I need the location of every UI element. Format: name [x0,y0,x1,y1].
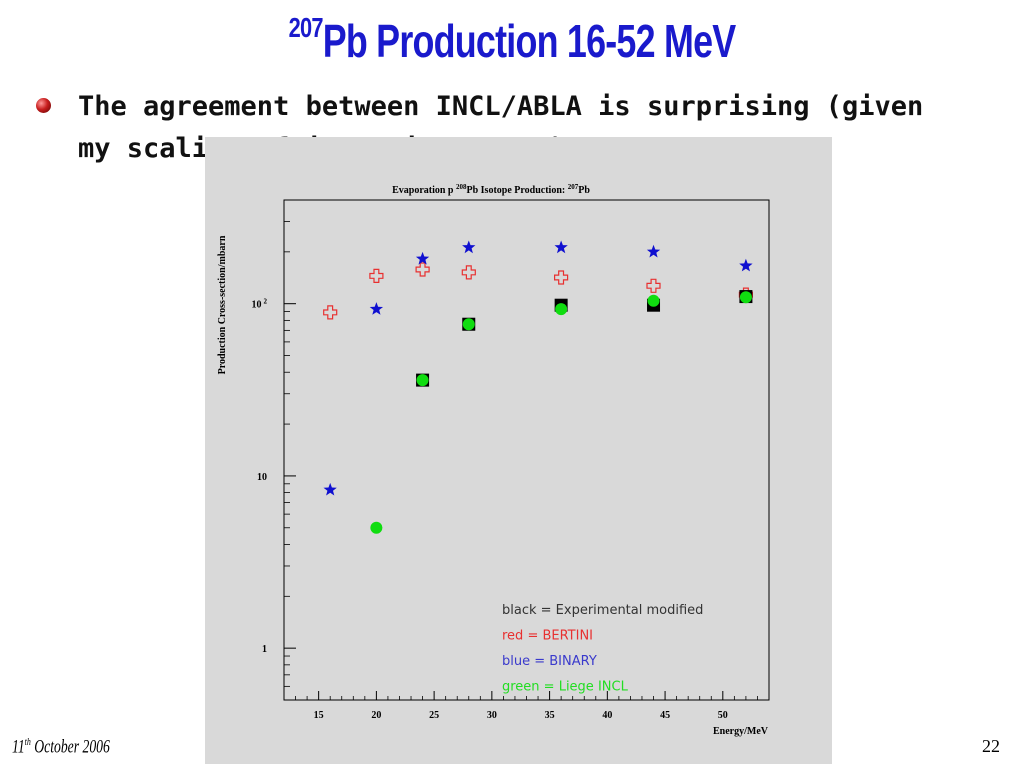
legend-entry: red = BERTINI [502,629,593,644]
data-point-binary [739,258,753,272]
data-point-liege-incl [462,318,475,331]
data-point-liege-incl [370,521,383,534]
data-point-binary [462,240,476,254]
data-point-liege-incl [416,374,429,387]
y-tick-exponent: 2 [264,298,268,306]
data-point-liege-incl [647,294,660,307]
x-tick-label: 20 [371,710,381,721]
data-point-bertini [369,268,384,283]
x-tick-label: 15 [314,710,324,721]
data-point-bertini [323,305,338,320]
bullet-sphere-icon [36,98,51,113]
plot-panel: Evaporation p 208Pb Isotope Production: … [205,137,832,764]
data-point-liege-incl [555,303,568,316]
chart-marks [323,240,754,534]
plot-frame [283,199,770,701]
x-tick-label: 40 [602,710,612,721]
chart-title: Evaporation p 208Pb Isotope Production: … [392,183,590,196]
data-point-binary [646,244,661,258]
footer-date-day: 11 [12,736,25,758]
y-tick-label: 10 [257,472,267,483]
data-point-liege-incl [739,291,752,304]
data-point-bertini [646,278,661,293]
data-point-binary [369,302,383,315]
slide-title: 207Pb Production 16-52 MeV [113,12,912,68]
chart-legend: black = Experimental modified red = BERTI… [502,603,703,695]
footer-date: 11th October 2006 [12,736,110,758]
legend-entry: green = Liege INCL [502,680,629,695]
y-tick-label: 10 2 [252,298,268,311]
axis-ticks: 15 20 25 30 35 40 45 50 1 10 10 2 [252,199,758,721]
chart-title-part: Pb Isotope Production: [467,185,568,196]
x-tick-label: 25 [429,710,439,721]
footer-date-suffix: th [24,736,31,748]
data-point-binary [415,251,430,265]
scatter-chart: Evaporation p 208Pb Isotope Production: … [217,183,770,737]
x-tick-label: 35 [545,710,555,721]
x-axis-label: Energy/MeV [713,726,769,737]
data-point-binary [323,482,337,496]
chart-title-part: Pb [578,185,590,196]
page-number: 22 [982,736,1000,756]
chart-title-superscript: 207 [568,183,579,191]
data-point-bertini [415,262,430,277]
y-tick-label: 1 [262,644,267,655]
x-tick-label: 50 [718,710,728,721]
y-axis-label: Production Cross-section/mbarn [217,235,228,374]
data-point-bertini [554,270,569,285]
legend-entry: black = Experimental modified [502,603,703,618]
footer-date-rest: October 2006 [30,736,110,758]
data-point-binary [554,240,568,254]
legend-entry: blue = BINARY [502,654,597,669]
x-tick-label: 30 [487,710,497,721]
chart-title-superscript: 208 [456,183,467,191]
x-tick-label: 45 [660,710,670,721]
title-superscript: 207 [288,12,324,43]
title-main-text: Pb Production 16-52 MeV [322,15,736,67]
chart-title-part: Evaporation p [392,185,456,196]
data-point-bertini [461,265,476,280]
